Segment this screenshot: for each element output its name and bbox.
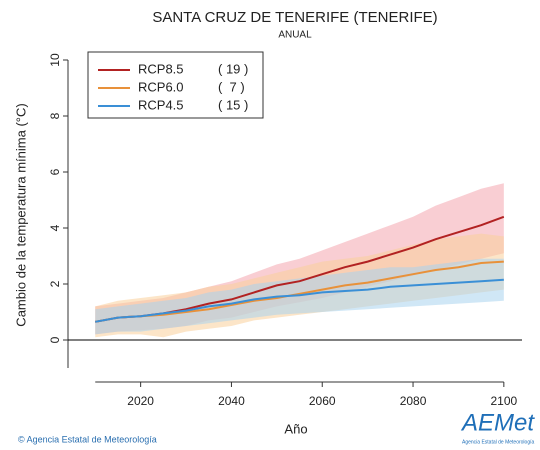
y-tick-label: 0: [48, 336, 62, 343]
logo: AEMet: [460, 409, 535, 436]
x-tick-label: 2020: [127, 394, 154, 408]
legend-label: RCP4.5: [138, 97, 184, 112]
x-tick-label: 2060: [309, 394, 336, 408]
y-tick-label: 2: [48, 280, 62, 287]
legend-note: ( 19 ): [218, 61, 248, 76]
y-tick-label: 4: [48, 224, 62, 231]
chart-title: SANTA CRUZ DE TENERIFE (TENERIFE): [152, 9, 437, 26]
y-axis-label: Cambio de la temperatura mínima (°C): [13, 103, 28, 326]
y-tick-label: 10: [48, 53, 62, 67]
legend-label: RCP8.5: [138, 61, 184, 76]
series-line: [95, 260, 504, 323]
footer: © Agencia Estatal de Meteorología: [18, 434, 157, 444]
uncertainty-band: [95, 258, 504, 335]
y-tick-label: 8: [48, 112, 62, 119]
x-tick-label: 2080: [400, 394, 427, 408]
x-tick-label: 2100: [490, 394, 517, 408]
legend-note: ( 15 ): [218, 97, 248, 112]
legend-label: RCP6.0: [138, 79, 184, 94]
x-tick-label: 2040: [218, 394, 245, 408]
logo-caption: Agencia Estatal de Meteorología: [462, 439, 534, 445]
legend-note: ( 7 ): [218, 79, 245, 94]
y-tick-label: 6: [48, 168, 62, 175]
x-axis-label: Año: [284, 421, 307, 436]
series-line: [95, 278, 504, 323]
chart-subtitle: ANUAL: [278, 30, 312, 41]
